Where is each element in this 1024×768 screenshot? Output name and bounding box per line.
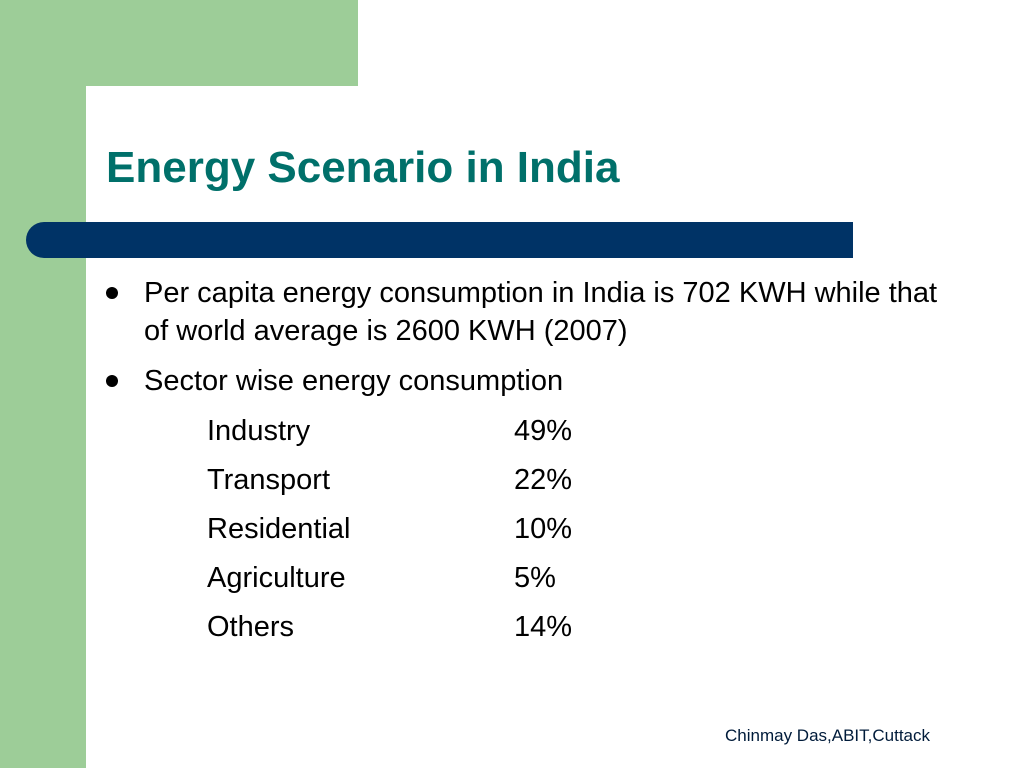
sector-value: 49%: [514, 415, 573, 447]
sector-name: Others: [207, 611, 295, 643]
sector-name: Residential: [207, 513, 351, 545]
bullet-item: Per capita energy consumption in India i…: [106, 274, 946, 350]
green-side-band: [0, 0, 86, 768]
bullet-dot-icon: [106, 287, 118, 299]
sector-name: Transport: [207, 464, 331, 496]
green-top-band: [0, 0, 358, 86]
sector-row: Industry 49%: [207, 411, 627, 460]
sector-value: 10%: [514, 513, 573, 545]
slide-title: Energy Scenario in India: [106, 143, 620, 192]
bullet-dot-icon: [106, 375, 118, 387]
sector-list: Industry 49% Transport 22% Residential 1…: [207, 411, 627, 656]
sector-value: 14%: [514, 611, 573, 643]
sector-row: Residential 10%: [207, 509, 627, 558]
sector-value: 22%: [514, 464, 573, 496]
sector-name: Industry: [207, 415, 311, 447]
content-panel: [86, 86, 1024, 768]
bullet-text: Per capita energy consumption in India i…: [144, 277, 938, 347]
bullet-item: Sector wise energy consumption: [106, 362, 806, 400]
bullet-text: Sector wise energy consumption: [144, 365, 564, 397]
sector-value: 5%: [514, 562, 556, 594]
sector-row: Others 14%: [207, 607, 627, 656]
sector-name: Agriculture: [207, 562, 346, 594]
title-underline-bar: [26, 222, 853, 258]
sector-row: Transport 22%: [207, 460, 627, 509]
sector-row: Agriculture 5%: [207, 558, 627, 607]
footer-credit: Chinmay Das,ABIT,Cuttack: [724, 726, 930, 745]
